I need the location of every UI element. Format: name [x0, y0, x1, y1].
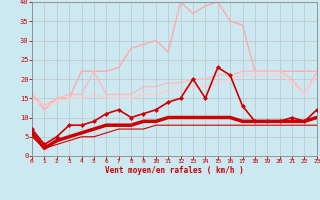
X-axis label: Vent moyen/en rafales ( km/h ): Vent moyen/en rafales ( km/h ) — [105, 166, 244, 175]
